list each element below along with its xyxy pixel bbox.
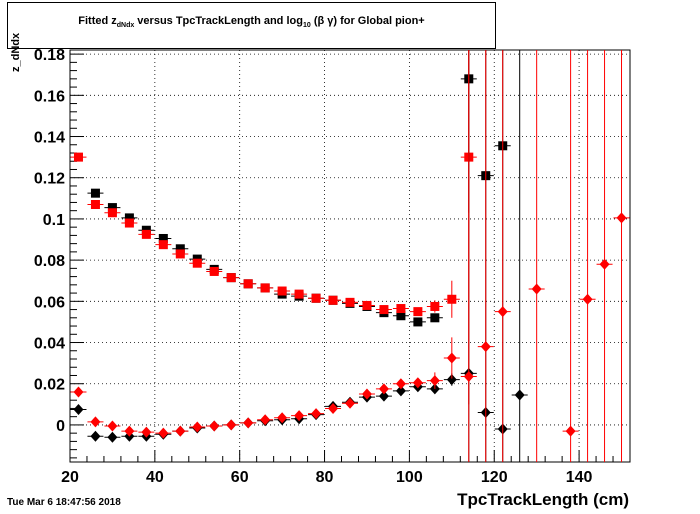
x-tick-label: 100 <box>396 469 423 486</box>
data-point-square <box>107 203 117 213</box>
data-point-diamond <box>107 431 118 443</box>
data-point-square <box>396 304 406 314</box>
data-point-diamond <box>395 385 406 397</box>
data-point-square <box>345 297 355 307</box>
data-point-diamond <box>277 412 288 424</box>
y-tick-label: 0.08 <box>34 253 65 270</box>
data-point-square <box>158 240 168 250</box>
data-point-diamond <box>175 425 186 437</box>
data-point-square <box>107 208 117 218</box>
data-point-diamond <box>243 417 254 429</box>
data-point-diamond <box>90 430 101 442</box>
data-point-diamond <box>395 378 406 390</box>
data-point-diamond <box>565 425 576 437</box>
data-point-diamond <box>361 388 372 400</box>
data-point-diamond <box>463 371 474 383</box>
timestamp: Tue Mar 6 18:47:56 2018 <box>7 497 121 508</box>
data-point-diamond <box>192 421 203 433</box>
data-point-square <box>124 218 134 228</box>
data-point-square <box>73 152 83 162</box>
y-tick-label: 0.06 <box>34 294 65 311</box>
y-tick-label: 0.02 <box>34 377 65 394</box>
x-tick-label: 40 <box>146 469 164 486</box>
data-point-square <box>430 301 440 311</box>
data-point-diamond <box>124 425 135 437</box>
data-point-square <box>124 213 134 223</box>
x-tick-label: 20 <box>61 469 79 486</box>
data-point-diamond <box>616 212 627 224</box>
data-point-square <box>311 293 321 303</box>
data-point-square <box>90 200 100 209</box>
data-point-diamond <box>158 427 169 439</box>
data-point-square <box>413 317 423 327</box>
y-tick-label: 0.18 <box>34 47 65 64</box>
data-point-diamond <box>141 426 152 438</box>
data-point-diamond <box>378 383 389 395</box>
data-point-square <box>328 295 338 305</box>
data-point-diamond <box>446 374 457 386</box>
y-tick-label: 0.16 <box>34 88 65 105</box>
data-point-diamond <box>73 403 84 415</box>
data-point-square <box>90 188 100 198</box>
data-point-diamond <box>226 419 237 431</box>
data-point-square <box>226 273 236 283</box>
data-point-diamond <box>73 386 84 398</box>
data-point-square <box>362 300 372 310</box>
y-tick-label: 0 <box>56 418 65 435</box>
data-point-diamond <box>429 375 440 387</box>
data-point-square <box>243 279 253 289</box>
data-point-diamond <box>514 389 525 401</box>
data-point-diamond <box>260 414 271 426</box>
data-point-diamond <box>412 377 423 389</box>
data-point-diamond <box>446 352 457 364</box>
data-point-square <box>175 249 185 259</box>
y-tick-label: 0.04 <box>34 336 65 353</box>
data-point-square <box>192 258 202 268</box>
data-point-diamond <box>311 408 322 420</box>
y-tick-label: 0.1 <box>43 212 65 229</box>
x-tick-label: 80 <box>316 469 334 486</box>
data-point-square <box>260 283 270 293</box>
x-tick-label: 60 <box>231 469 249 486</box>
x-axis-label: TpcTrackLength (cm) <box>457 490 629 509</box>
data-point-square <box>175 244 185 254</box>
y-tick-label: 0.14 <box>34 130 65 147</box>
data-point-diamond <box>107 420 118 432</box>
x-tick-label: 140 <box>566 469 593 486</box>
data-point-diamond <box>582 293 593 305</box>
data-point-diamond <box>90 416 101 428</box>
data-point-square <box>430 313 440 323</box>
data-point-diamond <box>378 390 389 402</box>
data-point-square <box>277 286 287 296</box>
chart-title-box: Fitted zdNdx versus TpcTrackLength and l… <box>7 2 496 49</box>
data-point-diamond <box>328 402 339 414</box>
data-point-diamond <box>497 306 508 318</box>
data-point-diamond <box>345 397 355 409</box>
data-point-diamond <box>209 420 220 432</box>
data-point-diamond <box>599 258 610 270</box>
y-axis-label: z_dNdx <box>10 32 22 72</box>
data-point-diamond <box>531 283 542 295</box>
data-point-diamond <box>480 341 491 353</box>
data-point-square <box>158 233 168 243</box>
data-point-diamond <box>294 410 305 422</box>
data-point-square <box>413 307 423 317</box>
data-point-square <box>209 266 219 276</box>
data-point-square <box>447 294 457 304</box>
data-point-square <box>396 311 406 321</box>
x-tick-label: 120 <box>481 469 508 486</box>
data-point-square <box>379 305 389 315</box>
y-tick-label: 0.12 <box>34 171 65 188</box>
data-point-square <box>294 289 304 299</box>
data-point-square <box>141 229 151 239</box>
chart-title: Fitted zdNdx versus TpcTrackLength and l… <box>78 15 425 30</box>
